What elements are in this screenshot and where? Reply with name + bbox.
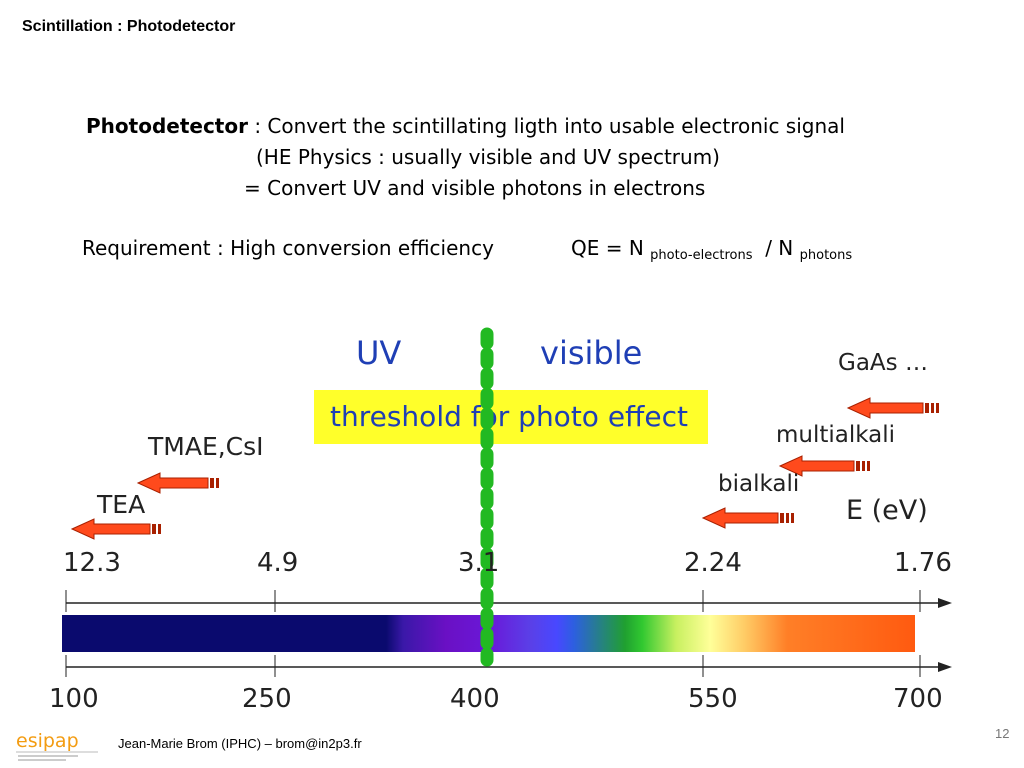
bialkali-label: bialkali bbox=[718, 471, 800, 497]
qe-formula: QE = N photo-electrons / N photons bbox=[571, 236, 852, 263]
wavelength-tick-label: 700 bbox=[893, 684, 943, 714]
energy-tick-label: 4.9 bbox=[257, 548, 299, 578]
energy-axis bbox=[65, 590, 952, 612]
wavelength-tick-label: 550 bbox=[688, 684, 738, 714]
requirement-text: Requirement : High conversion efficiency bbox=[82, 236, 494, 260]
logo-text: esipap bbox=[16, 730, 79, 752]
tea-arrow-icon bbox=[70, 518, 161, 540]
qe-prefix: QE = N bbox=[571, 236, 651, 260]
slide-title: Scintillation : Photodetector bbox=[22, 18, 236, 35]
multialkali-label: multialkali bbox=[776, 422, 896, 448]
tea-label: TEA bbox=[97, 490, 146, 519]
qe-mid: / N bbox=[752, 236, 800, 260]
wavelength-axis bbox=[65, 655, 952, 677]
footer-author: Jean-Marie Brom (IPHC) – brom@in2p3.fr bbox=[118, 736, 362, 751]
tmae-arrow-icon bbox=[136, 472, 219, 494]
qe-sub-photoelectrons: photo-electrons bbox=[650, 248, 753, 263]
energy-tick-label: 3.1 bbox=[458, 548, 500, 578]
gaas-label: GaAs … bbox=[838, 350, 928, 376]
multialkali-arrow-icon bbox=[778, 455, 870, 477]
esipap-logo: esipap bbox=[16, 730, 98, 761]
page-number: 12 bbox=[995, 726, 1010, 741]
uv-label: UV bbox=[356, 334, 402, 372]
definition-term: Photodetector bbox=[86, 114, 248, 138]
bialkali-arrow-icon bbox=[701, 507, 794, 529]
qe-sub-photons: photons bbox=[799, 248, 853, 263]
threshold-box bbox=[314, 390, 708, 444]
energy-axis-arrowhead-icon bbox=[938, 598, 952, 608]
spectrum-note: (HE Physics : usually visible and UV spe… bbox=[256, 145, 720, 169]
wavelength-tick-label: 250 bbox=[242, 684, 292, 714]
wavelength-tick-label: 100 bbox=[49, 684, 99, 714]
wavelength-tick-label: 400 bbox=[450, 684, 500, 714]
gaas-arrow-icon bbox=[846, 397, 939, 419]
tmae-csi-label: TMAE,CsI bbox=[148, 432, 264, 461]
threshold-label: threshold for photo effect bbox=[330, 400, 688, 433]
energy-tick-label: 1.76 bbox=[894, 548, 952, 578]
definition-line: Photodetector : Convert the scintillatin… bbox=[86, 114, 845, 138]
definition-text: : Convert the scintillating ligth into u… bbox=[247, 114, 845, 138]
wavelength-axis-arrowhead-icon bbox=[938, 662, 952, 672]
energy-tick-label: 2.24 bbox=[684, 548, 742, 578]
conversion-note: = Convert UV and visible photons in elec… bbox=[244, 176, 706, 200]
energy-tick-label: 12.3 bbox=[63, 548, 121, 578]
energy-unit-label: E (eV) bbox=[846, 495, 928, 526]
visible-label: visible bbox=[540, 334, 643, 372]
